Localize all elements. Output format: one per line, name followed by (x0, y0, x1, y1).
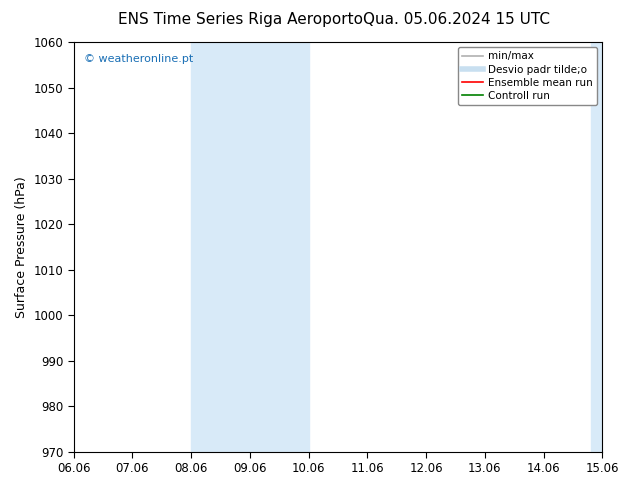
Y-axis label: Surface Pressure (hPa): Surface Pressure (hPa) (15, 176, 28, 318)
Bar (590, 42, 631, 452)
Text: Qua. 05.06.2024 15 UTC: Qua. 05.06.2024 15 UTC (363, 12, 550, 27)
Text: © weatheronline.pt: © weatheronline.pt (84, 54, 193, 64)
Legend: min/max, Desvio padr tilde;o, Ensemble mean run, Controll run: min/max, Desvio padr tilde;o, Ensemble m… (458, 47, 597, 105)
Text: ENS Time Series Riga Aeroporto: ENS Time Series Riga Aeroporto (119, 12, 363, 27)
Bar (191, 42, 309, 452)
